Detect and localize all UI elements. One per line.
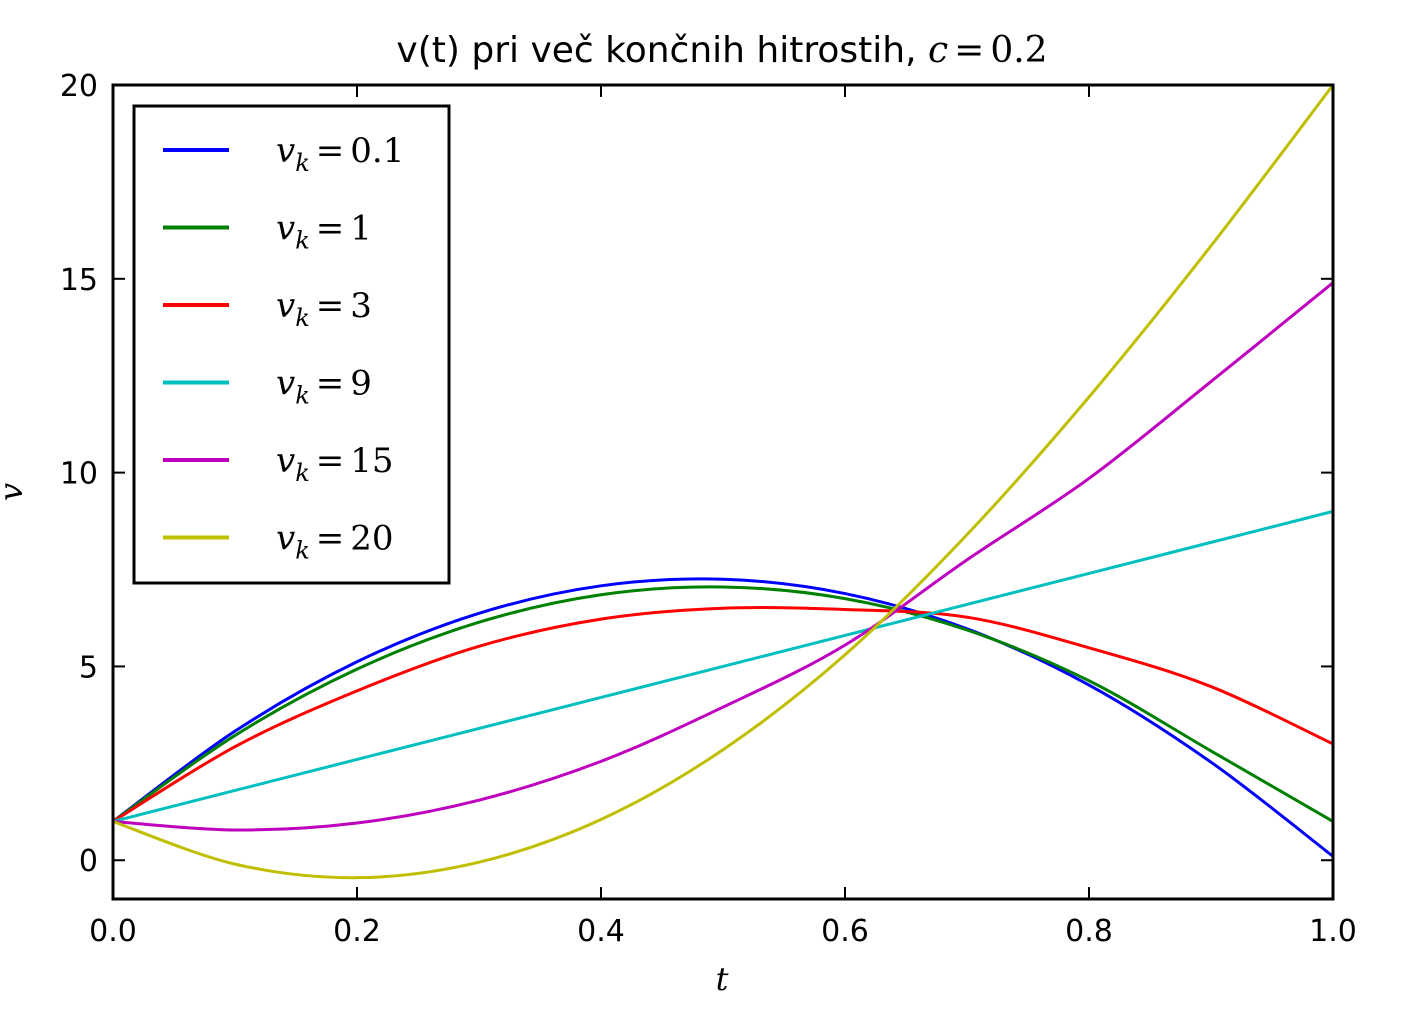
series-line-0 <box>112 577 1334 858</box>
y-tick-label-4: 20 <box>60 69 98 104</box>
legend-frame <box>132 104 451 585</box>
series-line-1 <box>112 585 1334 823</box>
legend-label-0: vk = 0.1 <box>276 131 404 177</box>
x-tick-label-3: 0.6 <box>821 914 869 949</box>
y-tick-label-3: 15 <box>60 263 98 298</box>
y-tick-labels: 0 5 10 15 20 <box>60 69 98 879</box>
plot-lines <box>112 84 1335 880</box>
chart-title-math-val: 0.2 <box>990 30 1047 71</box>
x-tick-labels: 0.0 0.2 0.4 0.6 0.8 1.0 <box>89 914 1357 949</box>
chart-title-math-var: c <box>928 30 948 71</box>
y-axis-label: v <box>0 483 30 501</box>
y-tick-label-2: 10 <box>60 457 98 492</box>
legend-label-2: vk = 3 <box>276 286 372 332</box>
y-tick-label-1: 5 <box>79 650 98 685</box>
x-tick-label-5: 1.0 <box>1309 914 1357 949</box>
legend-label-4: vk = 15 <box>276 441 394 487</box>
legend: vk = 0.1 vk = 1 vk = 3 vk = 9 vk = 15 vk = 20 <box>132 104 451 585</box>
chart-title: v(t) pri več končnih hitrostih, c = 0.2 <box>396 30 1047 71</box>
plot-frame <box>111 83 1335 901</box>
legend-label-3: vk = 9 <box>276 364 372 410</box>
chart-title-text: v(t) pri več končnih hitrostih, <box>396 30 928 71</box>
series-line-2 <box>112 606 1334 823</box>
y-tick-label-0: 0 <box>79 844 98 879</box>
series-line-5 <box>112 84 1335 880</box>
legend-label-1: vk = 1 <box>276 209 372 255</box>
x-tick-label-0: 0.0 <box>89 914 137 949</box>
x-tick-label-4: 0.8 <box>1065 914 1113 949</box>
x-axis-label: t <box>716 960 729 998</box>
series-line-4 <box>112 281 1334 832</box>
series-line-3 <box>112 509 1334 823</box>
chart-title-math-eq: = <box>954 30 984 71</box>
legend-label-5: vk = 20 <box>276 519 394 565</box>
x-tick-label-2: 0.4 <box>577 914 625 949</box>
x-tick-label-1: 0.2 <box>333 914 381 949</box>
